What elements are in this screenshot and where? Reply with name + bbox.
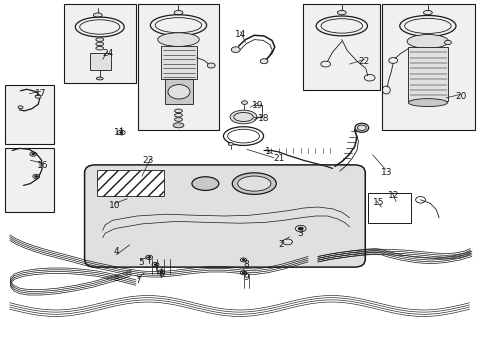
Ellipse shape [406, 35, 447, 48]
Ellipse shape [174, 109, 182, 113]
Bar [5, 148, 54, 212]
Ellipse shape [96, 77, 103, 80]
FancyBboxPatch shape [84, 165, 365, 267]
Ellipse shape [229, 110, 257, 124]
Ellipse shape [191, 177, 218, 190]
Ellipse shape [444, 40, 450, 45]
Ellipse shape [232, 173, 276, 194]
Ellipse shape [174, 113, 182, 117]
Text: 22: 22 [358, 57, 369, 66]
Ellipse shape [228, 143, 233, 145]
Ellipse shape [337, 10, 346, 15]
Ellipse shape [237, 176, 270, 191]
Bar [63, 4, 136, 83]
Text: 23: 23 [142, 156, 153, 165]
Text: 16: 16 [37, 161, 49, 170]
Text: 21: 21 [272, 154, 284, 163]
Text: 9: 9 [243, 273, 249, 282]
Ellipse shape [282, 239, 292, 245]
Ellipse shape [295, 225, 305, 232]
Ellipse shape [18, 106, 23, 109]
Text: 18: 18 [258, 114, 269, 123]
Text: 15: 15 [372, 198, 384, 207]
Ellipse shape [173, 123, 183, 128]
Ellipse shape [242, 259, 244, 261]
Ellipse shape [174, 118, 182, 121]
Text: 5: 5 [138, 258, 143, 266]
Text: 4: 4 [113, 248, 119, 256]
Ellipse shape [231, 47, 240, 53]
Ellipse shape [93, 13, 102, 17]
Ellipse shape [354, 123, 368, 132]
Text: 20: 20 [454, 92, 466, 101]
Ellipse shape [35, 95, 41, 98]
Text: 2: 2 [277, 240, 283, 249]
Bar [382, 4, 474, 130]
Bar [367, 193, 410, 223]
Ellipse shape [168, 85, 189, 99]
Text: 10: 10 [109, 201, 121, 210]
Ellipse shape [423, 10, 431, 15]
Text: 11: 11 [114, 128, 125, 137]
Ellipse shape [160, 271, 162, 273]
Text: 8: 8 [243, 260, 249, 269]
Ellipse shape [174, 10, 183, 15]
Ellipse shape [96, 38, 103, 41]
Ellipse shape [260, 59, 267, 64]
Text: 12: 12 [387, 191, 399, 199]
Text: 7: 7 [135, 276, 141, 285]
Ellipse shape [241, 101, 247, 104]
Bar [90, 53, 110, 70]
Ellipse shape [147, 257, 150, 258]
Ellipse shape [96, 46, 103, 50]
Text: 14: 14 [234, 30, 246, 39]
Ellipse shape [96, 42, 103, 46]
Bar [407, 47, 447, 101]
Ellipse shape [154, 264, 156, 265]
Ellipse shape [35, 176, 38, 177]
Bar [165, 79, 192, 104]
Bar [161, 46, 196, 79]
Ellipse shape [242, 272, 244, 274]
Text: 3: 3 [297, 229, 303, 238]
Text: 6: 6 [158, 270, 164, 279]
Text: 19: 19 [252, 101, 264, 110]
Bar [138, 4, 219, 130]
Text: 13: 13 [380, 168, 391, 177]
Text: 1: 1 [264, 148, 270, 156]
Text: 24: 24 [102, 49, 113, 58]
Ellipse shape [32, 153, 35, 155]
Ellipse shape [298, 227, 303, 230]
Ellipse shape [407, 99, 447, 107]
Ellipse shape [207, 63, 215, 68]
Text: 17: 17 [35, 89, 46, 98]
Ellipse shape [120, 132, 122, 134]
Bar [97, 170, 164, 196]
Bar [303, 4, 380, 90]
Bar [5, 85, 54, 144]
Ellipse shape [157, 33, 199, 46]
